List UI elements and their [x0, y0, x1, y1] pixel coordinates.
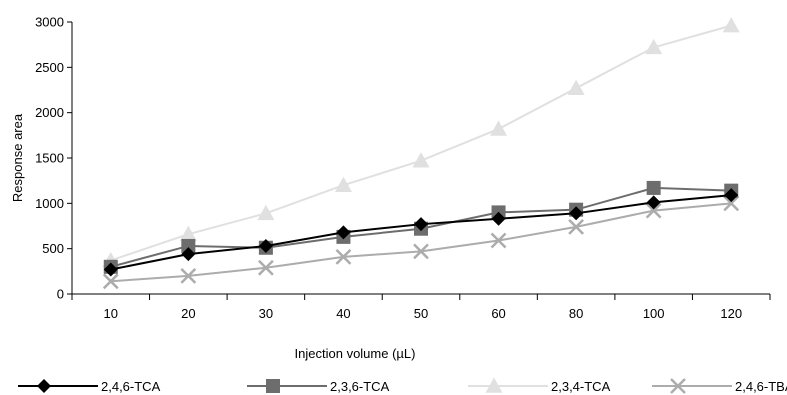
data-point-stroke	[723, 195, 740, 212]
y-tick-label: 0	[57, 287, 64, 302]
data-point-stroke	[180, 267, 197, 284]
legend-marker	[670, 378, 686, 394]
x-tick-label: 80	[569, 306, 583, 321]
data-point	[724, 188, 739, 203]
data-point	[567, 79, 585, 95]
data-point-stroke	[568, 219, 584, 235]
data-point	[413, 243, 429, 260]
data-point	[490, 232, 507, 249]
legend-marker	[37, 379, 51, 393]
series-2,4,6-TBA	[102, 195, 740, 290]
x-axis-ticks: 10 20 30 40 50 60 80 100 120	[71, 294, 771, 321]
data-point	[102, 273, 119, 290]
y-tick-label: 2500	[35, 60, 64, 75]
data-point-stroke	[670, 378, 686, 394]
y-tick-label: 3000	[35, 15, 64, 30]
x-tick-label: 10	[104, 306, 118, 321]
legend: 2,4,6-TCA 2,3,6-TCA 2,3,4-TCA 2,4,6-TBA	[18, 377, 787, 394]
x-tick-label: 60	[491, 306, 505, 321]
y-tick-label: 1000	[35, 196, 64, 211]
data-point	[258, 259, 274, 276]
y-tick-label: 1500	[35, 151, 64, 166]
data-point	[179, 225, 197, 241]
legend-item: 2,4,6-TBA	[652, 378, 787, 394]
y-axis-ticks: 0 500 1000 1500 2000 2500 3000	[35, 15, 72, 302]
series-layer	[102, 17, 740, 290]
series-2,4,6-TCA	[103, 188, 739, 277]
x-tick-label: 20	[181, 306, 195, 321]
y-tick-label: 500	[42, 241, 64, 256]
data-point	[412, 152, 430, 168]
data-point-stroke	[102, 273, 119, 290]
data-point	[569, 206, 584, 221]
legend-item: 2,4,6-TCA	[18, 379, 161, 394]
data-point	[645, 38, 663, 55]
data-point	[257, 204, 275, 221]
legend-label: 2,3,6-TCA	[330, 379, 390, 394]
x-tick-label: 120	[720, 306, 742, 321]
data-point-stroke	[645, 202, 662, 219]
series-2,3,4-TCA	[102, 17, 740, 268]
x-tick-label: 100	[643, 306, 665, 321]
x-axis-title: Injection volume (µL)	[295, 346, 416, 361]
legend-label: 2,3,4-TCA	[551, 379, 611, 394]
data-point	[258, 238, 273, 253]
data-point-stroke	[413, 243, 429, 260]
data-point	[103, 262, 118, 277]
data-point	[334, 176, 352, 192]
data-point	[181, 238, 196, 253]
legend-item: 2,3,6-TCA	[247, 379, 390, 394]
data-point	[646, 180, 661, 195]
data-point	[181, 247, 196, 262]
data-point	[722, 17, 740, 33]
y-tick-label: 2000	[35, 105, 64, 120]
data-point	[568, 219, 584, 235]
data-point-stroke	[490, 232, 507, 249]
data-point-stroke	[258, 259, 274, 276]
data-point	[646, 195, 661, 210]
legend-label: 2,4,6-TBA	[735, 379, 787, 394]
data-point	[645, 202, 662, 219]
legend-marker	[485, 377, 503, 393]
data-point	[723, 195, 740, 212]
data-point	[414, 217, 428, 232]
data-point	[491, 211, 506, 226]
x-tick-label: 40	[336, 306, 350, 321]
y-axis-title: Response area	[10, 113, 25, 202]
data-point	[336, 225, 351, 240]
x-tick-label: 30	[259, 306, 273, 321]
data-point	[335, 248, 352, 265]
series-line	[110, 202, 732, 283]
data-point-stroke	[335, 248, 352, 265]
legend-item: 2,3,4-TCA	[468, 377, 611, 394]
x-tick-label: 50	[414, 306, 428, 321]
legend-marker	[266, 379, 280, 393]
data-point	[490, 120, 508, 136]
data-point	[180, 267, 197, 284]
legend-label: 2,4,6-TCA	[101, 379, 161, 394]
